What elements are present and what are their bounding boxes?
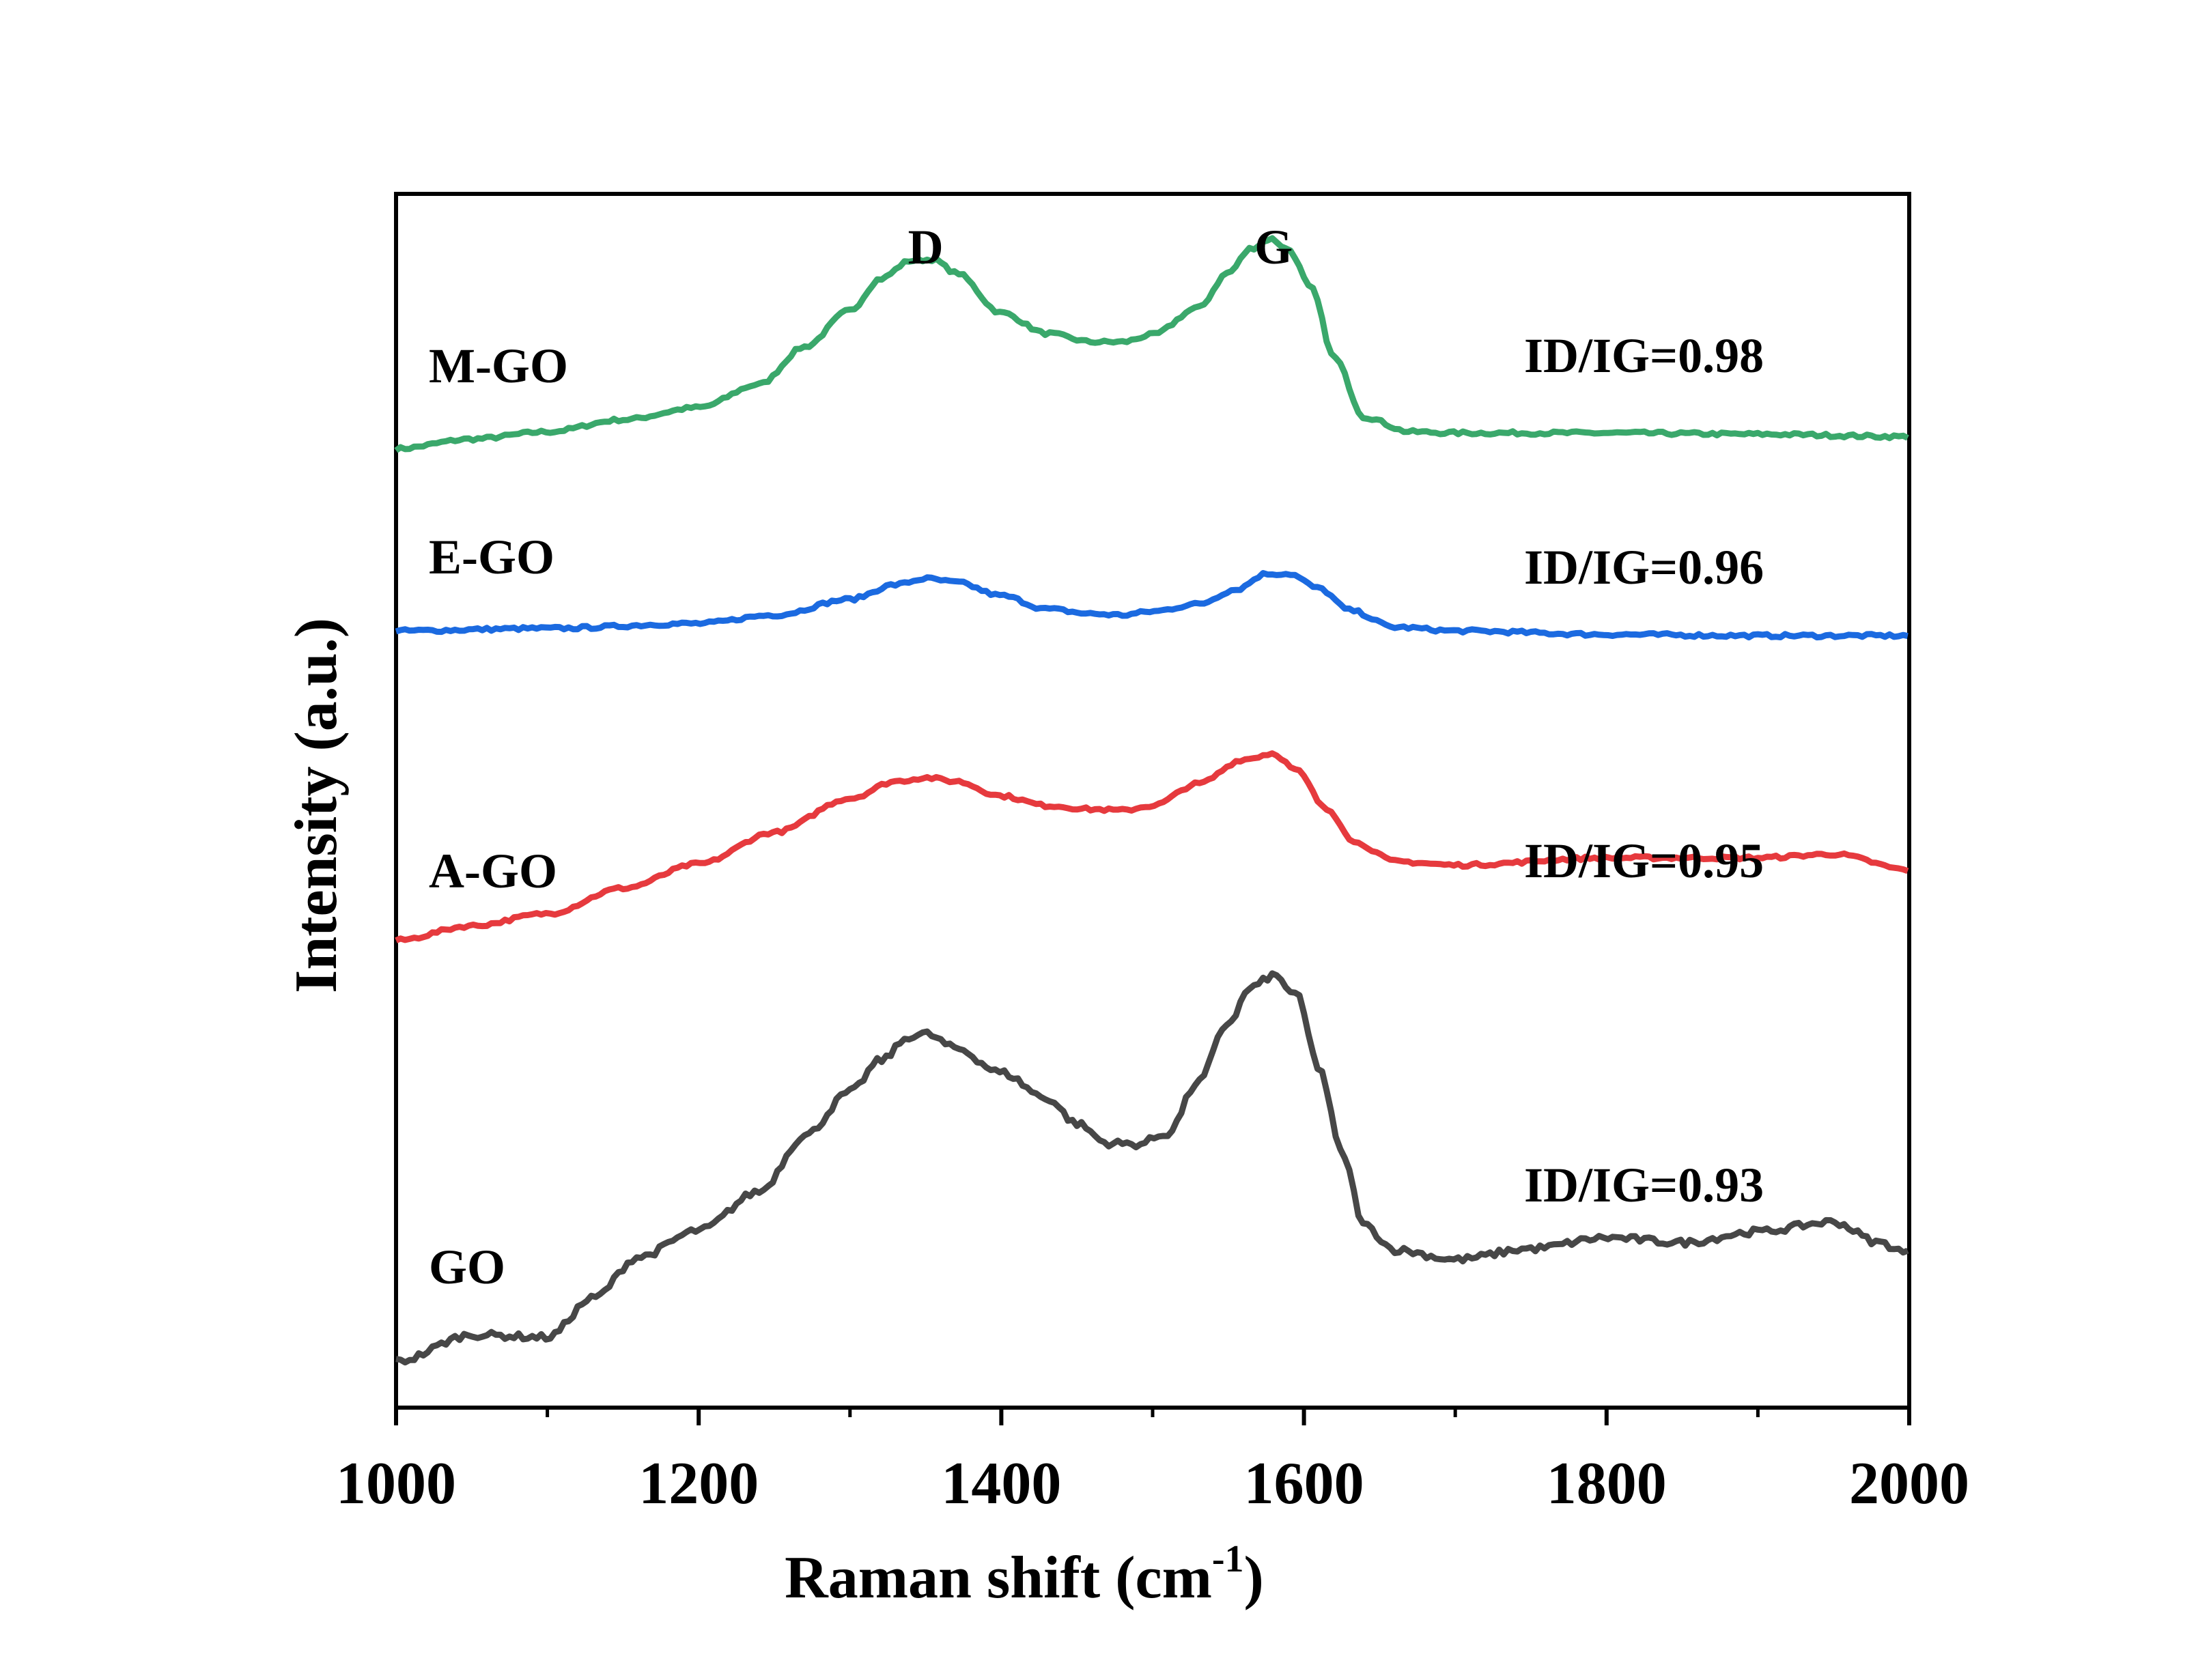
series-label-e-go: E-GO: [429, 530, 554, 584]
series-line-m-go: [394, 235, 1909, 453]
peak-label-d: D: [908, 220, 944, 274]
x-tick-label: 1200: [638, 1451, 759, 1517]
label-layer: M-GO ID/IG=0.98 E-GO ID/IG=0.96 A-GO ID/IG=0.…: [429, 220, 1764, 1294]
x-axis-title: Raman shift (cm-1): [785, 1538, 1264, 1611]
x-tick-label: 1600: [1244, 1451, 1364, 1517]
x-tick-label: 1400: [941, 1451, 1061, 1517]
series-label-m-go: M-GO: [429, 339, 568, 393]
series-line-a-go: [395, 750, 1909, 943]
series-layer: [394, 235, 1909, 1366]
x-tick-label: 2000: [1849, 1451, 1969, 1517]
series-line-go: [395, 970, 1909, 1366]
series-line-e-go: [395, 570, 1909, 641]
ratio-label-go: ID/IG=0.93: [1524, 1158, 1764, 1212]
x-tick-label: 1000: [336, 1451, 456, 1517]
series-label-a-go: A-GO: [429, 844, 557, 898]
peak-label-g: G: [1254, 220, 1293, 274]
x-axis-ticks: 1000 1200 1400 1600 1800 2000: [336, 1408, 1969, 1517]
ratio-label-a-go: ID/IG=0.95: [1524, 834, 1764, 888]
x-tick-label: 1800: [1547, 1451, 1667, 1517]
ratio-label-e-go: ID/IG=0.96: [1524, 540, 1764, 595]
series-label-go: GO: [429, 1240, 505, 1294]
y-axis-title: Intensity (a.u.): [283, 618, 350, 993]
ratio-label-m-go: ID/IG=0.98: [1524, 328, 1764, 383]
